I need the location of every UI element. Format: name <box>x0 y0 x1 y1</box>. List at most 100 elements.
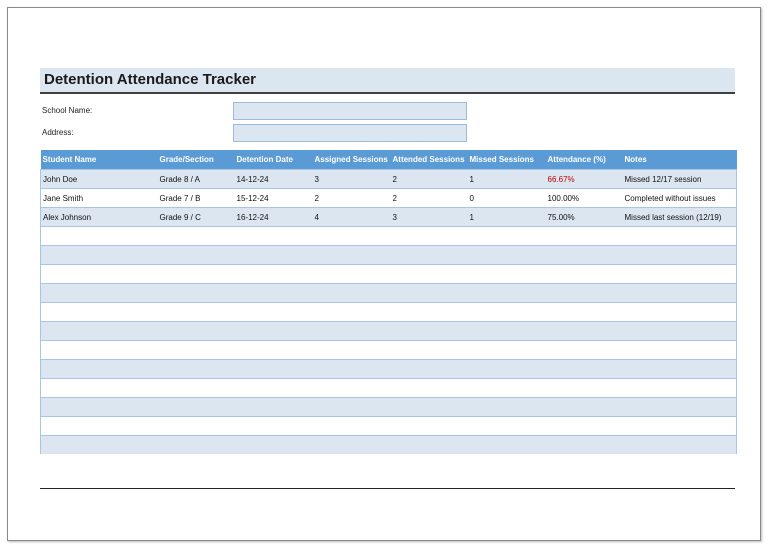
empty-cell <box>390 378 468 398</box>
empty-cell <box>40 283 158 303</box>
column-header: Detention Date <box>234 150 313 170</box>
empty-cell <box>467 302 546 322</box>
table-row: Alex Johnson Grade 9 / C 16-12-24 4 3 1 75.00%… <box>40 207 737 227</box>
empty-row <box>40 397 737 417</box>
empty-cell <box>545 397 623 417</box>
field-label: School Name: <box>42 106 93 115</box>
field-label: Address: <box>42 128 74 137</box>
empty-cell <box>545 321 623 341</box>
column-header: Assigned Sessions <box>312 150 391 170</box>
table-cell: 2 <box>390 188 468 208</box>
empty-cell <box>622 359 737 379</box>
table-cell: 100.00% <box>545 188 623 208</box>
empty-cell <box>234 302 313 322</box>
empty-cell <box>157 435 235 454</box>
table-cell: 1 <box>467 169 546 189</box>
empty-cell <box>390 264 468 284</box>
empty-cell <box>390 340 468 360</box>
empty-cell <box>545 359 623 379</box>
empty-cell <box>467 359 546 379</box>
empty-cell <box>622 283 737 303</box>
empty-cell <box>390 245 468 265</box>
empty-cell <box>545 340 623 360</box>
empty-cell <box>40 245 158 265</box>
empty-cell <box>622 321 737 341</box>
table-cell: 15-12-24 <box>234 188 313 208</box>
title: Detention Attendance Tracker <box>44 71 256 88</box>
empty-cell <box>390 283 468 303</box>
empty-cell <box>622 378 737 398</box>
empty-cell <box>234 283 313 303</box>
empty-cell <box>234 435 313 454</box>
table-cell: 66.67% <box>545 169 623 189</box>
table-cell: 0 <box>467 188 546 208</box>
column-header: Student Name <box>40 150 158 170</box>
input-box[interactable] <box>233 124 467 142</box>
empty-cell <box>234 397 313 417</box>
empty-cell <box>545 283 623 303</box>
table-cell: John Doe <box>40 169 158 189</box>
table-cell: 75.00% <box>545 207 623 227</box>
empty-cell <box>234 416 313 436</box>
empty-row <box>40 245 737 265</box>
table-cell: 4 <box>312 207 391 227</box>
column-header: Attended Sessions <box>390 150 468 170</box>
empty-cell <box>622 245 737 265</box>
table-cell: 2 <box>312 188 391 208</box>
empty-cell <box>40 340 158 360</box>
empty-cell <box>40 397 158 417</box>
empty-cell <box>234 226 313 246</box>
table-row: John Doe Grade 8 / A 14-12-24 3 2 1 66.67% Miss… <box>40 169 737 189</box>
table-cell: Grade 7 / B <box>157 188 235 208</box>
empty-cell <box>545 378 623 398</box>
empty-row <box>40 302 737 322</box>
table-cell: 3 <box>390 207 468 227</box>
empty-cell <box>40 321 158 341</box>
empty-cell <box>622 397 737 417</box>
empty-cell <box>622 302 737 322</box>
empty-cell <box>157 378 235 398</box>
footer-line <box>40 488 735 489</box>
header-row: Student Name Grade/Section Detention Date A… <box>40 150 737 170</box>
empty-cell <box>40 378 158 398</box>
empty-cell <box>312 302 391 322</box>
empty-cell <box>312 264 391 284</box>
empty-cell <box>390 302 468 322</box>
empty-cell <box>545 264 623 284</box>
empty-cell <box>234 378 313 398</box>
empty-cell <box>390 321 468 341</box>
tracker-table: Student Name Grade/Section Detention Date A… <box>40 150 737 454</box>
empty-cell <box>40 416 158 436</box>
empty-cell <box>622 435 737 454</box>
table-cell: 14-12-24 <box>234 169 313 189</box>
empty-cell <box>622 264 737 284</box>
empty-cell <box>622 416 737 436</box>
empty-cell <box>622 340 737 360</box>
empty-cell <box>545 416 623 436</box>
empty-row <box>40 226 737 246</box>
empty-cell <box>40 359 158 379</box>
empty-cell <box>157 359 235 379</box>
empty-cell <box>467 264 546 284</box>
empty-row <box>40 435 737 454</box>
input-box[interactable] <box>233 102 467 120</box>
table-row: Jane Smith Grade 7 / B 15-12-24 2 2 0 100.00% C… <box>40 188 737 208</box>
empty-cell <box>467 416 546 436</box>
empty-cell <box>467 321 546 341</box>
table-cell: 16-12-24 <box>234 207 313 227</box>
empty-cell <box>390 226 468 246</box>
empty-cell <box>234 264 313 284</box>
empty-row <box>40 340 737 360</box>
column-header: Notes <box>622 150 737 170</box>
table-cell: Alex Johnson <box>40 207 158 227</box>
empty-cell <box>157 302 235 322</box>
empty-cell <box>157 397 235 417</box>
empty-cell <box>545 302 623 322</box>
empty-cell <box>40 435 158 454</box>
empty-cell <box>40 264 158 284</box>
column-header: Attendance (%) <box>545 150 623 170</box>
empty-cell <box>157 226 235 246</box>
column-header: Grade/Section <box>157 150 235 170</box>
empty-cell <box>312 378 391 398</box>
empty-cell <box>467 226 546 246</box>
